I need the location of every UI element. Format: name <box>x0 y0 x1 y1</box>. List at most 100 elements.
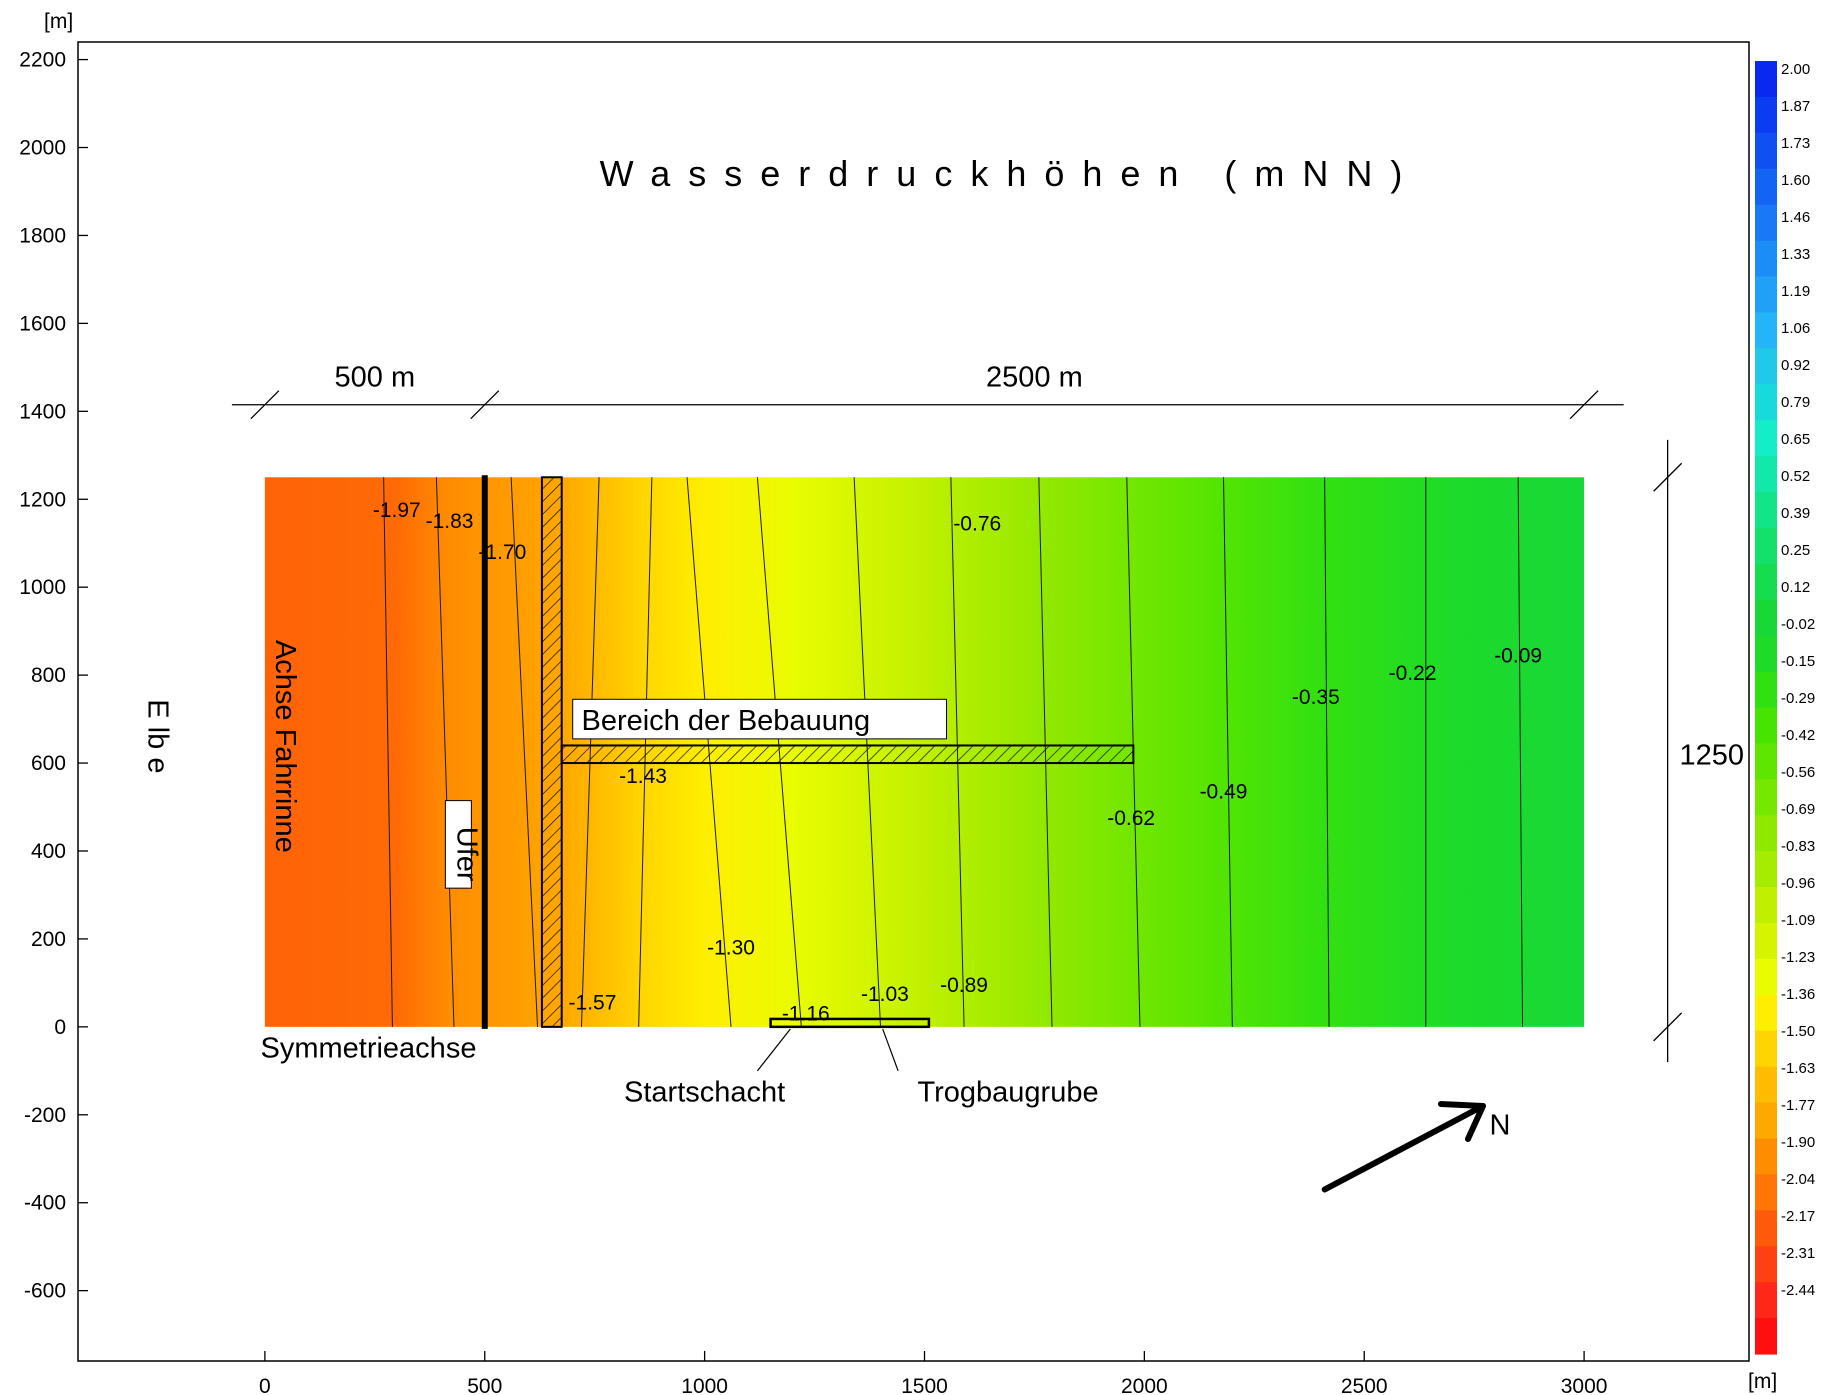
y-tick-label: 2200 <box>19 49 66 72</box>
contour-label: -1.83 <box>426 510 474 533</box>
colorbar-swatch <box>1755 707 1777 745</box>
contour-label: -0.76 <box>953 512 1001 535</box>
colorbar-tick-label: -2.44 <box>1781 1282 1815 1299</box>
contour-label: -0.89 <box>940 974 988 997</box>
x-tick-label: 2000 <box>1121 1375 1168 1395</box>
dimension-label-500: 500 m <box>335 362 416 394</box>
bebauung-label-box <box>572 698 947 740</box>
colorbar-tick-label: 1.06 <box>1781 320 1810 337</box>
y-tick-label: 1600 <box>19 312 66 335</box>
isoline-12 <box>1324 477 1330 1027</box>
colorbar-swatch <box>1755 1102 1777 1140</box>
contour-label: -0.35 <box>1292 686 1340 709</box>
symmetrieachse-label: Symmetrieachse <box>260 1033 476 1065</box>
colorbar-swatch <box>1755 1174 1777 1211</box>
colorbar-swatch <box>1755 240 1777 278</box>
colorbar-tick-label: 1.73 <box>1781 135 1810 152</box>
x-tick-label: 3000 <box>1561 1375 1608 1395</box>
colorbar-tick-label: -0.15 <box>1781 653 1815 670</box>
dimension-slash-0 <box>250 390 280 420</box>
trogbaugrube-leader <box>882 1028 899 1072</box>
dimension-label-2500: 2500 m <box>986 362 1083 394</box>
y-tick-label: 0 <box>54 1016 66 1039</box>
colorbar-tick-label: -0.42 <box>1781 727 1815 744</box>
colorbar-tick-label: 0.12 <box>1781 579 1810 596</box>
contour-label: -0.09 <box>1494 644 1542 667</box>
colorbar-swatch <box>1755 204 1777 242</box>
contour-label: -1.03 <box>861 983 909 1006</box>
dimension-label-1250: 1250 <box>1679 739 1744 771</box>
colorbar-swatch <box>1755 276 1777 314</box>
colorbar-swatch <box>1755 743 1777 780</box>
colorbar-swatch <box>1755 1318 1777 1355</box>
dimension-slash-bottom <box>1653 1012 1683 1042</box>
colorbar-swatch <box>1755 851 1777 888</box>
colorbar-tick-label: -0.96 <box>1781 875 1815 892</box>
colorbar-tick-label: -2.17 <box>1781 1208 1815 1225</box>
colorbar-swatch <box>1755 563 1777 601</box>
dimension-slash-top <box>1653 462 1683 492</box>
y-tick-label: 1400 <box>19 400 66 423</box>
colorbar-swatch <box>1755 132 1777 170</box>
colorbar-tick-label: 1.33 <box>1781 246 1810 263</box>
colorbar-tick-label: 0.52 <box>1781 468 1810 485</box>
dimension-slash-3000 <box>1569 390 1599 420</box>
colorbar-swatch <box>1755 1066 1777 1104</box>
colorbar-swatch <box>1755 815 1777 852</box>
colorbar-swatch <box>1755 1210 1777 1247</box>
y-tick-label: -400 <box>24 1192 66 1215</box>
x-tick-label: 1500 <box>901 1375 948 1395</box>
colorbar-tick-label: -2.31 <box>1781 1245 1815 1262</box>
dimension-width: 500 m 2500 m <box>231 362 1624 420</box>
contour-label: -1.70 <box>478 541 526 564</box>
y-tick-label: 1000 <box>19 576 66 599</box>
north-label: N <box>1490 1110 1511 1142</box>
startschacht-label: Startschacht <box>624 1077 785 1109</box>
colorbar-swatch <box>1755 923 1777 960</box>
colorbar-swatch <box>1755 168 1777 206</box>
ufer-label-box <box>444 800 472 889</box>
contour-label: -1.97 <box>373 499 421 522</box>
x-tick-label: 500 <box>467 1375 502 1395</box>
isoline-14 <box>1517 477 1524 1027</box>
chart-title: Wasserdruckhöhen (mNN) <box>600 153 1421 194</box>
trogbaugrube-box <box>769 1017 931 1029</box>
north-arrow-icon <box>1321 1100 1486 1193</box>
colorbar-swatch <box>1755 1246 1777 1283</box>
colorbar-swatch <box>1755 348 1777 385</box>
x-tick-label: 0 <box>259 1375 271 1395</box>
y-axis-label: [m] <box>44 10 73 33</box>
colorbar-swatch <box>1755 671 1777 709</box>
contour-label: -1.16 <box>782 1003 830 1026</box>
contour-labels: -1.97 -1.83-1.70 -1.57 -1.43 -1.30 -1.16 -1.03… <box>373 499 1542 1025</box>
colorbar-tick-label: -1.23 <box>1781 949 1815 966</box>
colorbar-tick-label: -1.77 <box>1781 1097 1815 1114</box>
dimension-height: 1250 <box>1653 439 1744 1063</box>
colorbar-swatch <box>1755 1138 1777 1176</box>
colorbar-tick-label: -1.36 <box>1781 986 1815 1003</box>
colorbar-swatch <box>1755 958 1777 996</box>
isoline-0 <box>383 477 393 1027</box>
colorbar-tick-label: -1.50 <box>1781 1023 1815 1040</box>
colorbar-swatch <box>1755 779 1777 816</box>
colorbar-tick-label: -0.02 <box>1781 616 1815 633</box>
y-tick-label: 400 <box>31 840 66 863</box>
hatched-wall-vertical <box>540 476 563 1028</box>
x-axis: 0 500 1000 1500 2000 2500 3000 <box>259 1351 1607 1395</box>
colorbar-tick-label: 0.25 <box>1781 542 1810 559</box>
colorbar-swatch <box>1755 420 1777 457</box>
bebauung-label: Bereich der Bebauung <box>581 705 870 737</box>
contour-label: -0.49 <box>1200 781 1248 804</box>
colorbar-swatch <box>1755 61 1777 98</box>
colorbar-tick-label: -0.56 <box>1781 764 1815 781</box>
colorbar-swatch <box>1755 492 1777 529</box>
isoline-11 <box>1223 477 1233 1027</box>
colorbar-swatch <box>1755 527 1777 565</box>
colorbar-swatch <box>1755 96 1777 134</box>
colorbar-tick-label: -1.09 <box>1781 912 1815 929</box>
y-tick-label: 800 <box>31 664 66 687</box>
y-tick-label: -200 <box>24 1104 66 1127</box>
colorbar: 2.00 1.87 1.73 1.60 1.46 1.33 1.19 1.06 0.92 0.79… <box>1755 61 1815 1355</box>
colorbar-tick-label: 0.39 <box>1781 505 1810 522</box>
